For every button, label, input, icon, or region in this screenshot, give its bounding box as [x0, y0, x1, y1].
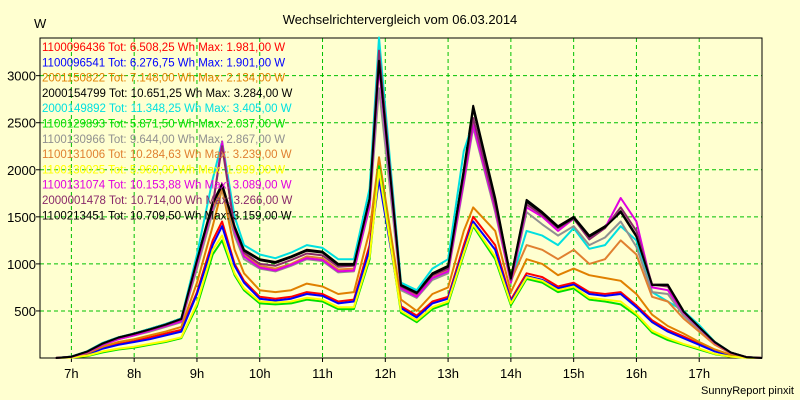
series-line [55, 59, 763, 359]
x-tick-label: 11h [312, 366, 333, 381]
x-tick-label: 10h [249, 366, 271, 381]
legend: 1100096436 Tot: 6.508,25 Wh Max: 1.981,0… [42, 42, 293, 222]
series-line [55, 156, 763, 359]
series-line [55, 168, 763, 359]
x-tick-label: 9h [190, 366, 204, 381]
legend-entry: 2001150822 Tot: 7.148,00 Wh Max: 2.134,0… [42, 73, 285, 85]
y-tick-label: 1500 [7, 210, 36, 225]
legend-entry: 2000149892 Tot: 11.348,25 Wh Max: 3.405,… [42, 103, 292, 115]
legend-entry: 1100129893 Tot: 5.871,50 Wh Max: 2.037,0… [42, 119, 285, 131]
axes: 7h 8h 9h 10h 11h 12h 13h 14h 15h 16h 17h 500 1000 150… [7, 37, 763, 381]
legend-entry: 1100131006 Tot: 10.284,63 Wh Max: 3.239,… [42, 149, 292, 161]
x-tick-label: 7h [64, 366, 78, 381]
plot-border [39, 37, 763, 359]
legend-entry: 1100130025 Tot: 5.960,00 Wh Max: 1.999,0… [42, 164, 285, 176]
legend-entry: 2000001478 Tot: 10.714,00 Wh Max: 3.266,… [42, 195, 293, 207]
series-line [55, 66, 763, 359]
legend-entry: 1100131074 Tot: 10.153,88 Wh Max: 3.089,… [42, 180, 292, 192]
legend-entry: 1100130966 Tot: 9.644,00 Wh Max: 2.867,0… [42, 134, 285, 146]
y-tick-label: 1000 [7, 257, 36, 272]
footer-credit: SunnyReport pinxit [701, 385, 794, 397]
y-tick-label: 2500 [7, 116, 36, 131]
x-tick-label: 14h [500, 366, 522, 381]
y-tick-label: 2000 [7, 163, 36, 178]
legend-entry: 2000154799 Tot: 10.651,25 Wh Max: 3.284,… [42, 88, 293, 100]
x-tick-label: 16h [626, 366, 648, 381]
x-tick-label: 17h [688, 366, 710, 381]
x-tick-label: 15h [563, 366, 585, 381]
y-tick-label: 500 [14, 304, 36, 319]
legend-entry: 1100096436 Tot: 6.508,25 Wh Max: 1.981,0… [42, 42, 285, 54]
legend-entry: 1100213451 Tot: 10.709,50 Wh Max: 3.159,… [42, 210, 292, 222]
x-tick-label: 8h [127, 366, 141, 381]
legend-entry: 1100096541 Tot: 6.276,75 Wh Max: 1.901,0… [42, 57, 285, 69]
y-axis-unit: W [34, 16, 47, 31]
series-lines [55, 36, 763, 359]
x-tick-label: 13h [437, 366, 459, 381]
y-tick-label: 3000 [7, 69, 36, 84]
chart-title: Wechselrichtervergleich vom 06.03.2014 [283, 12, 518, 27]
x-tick-label: 12h [374, 366, 396, 381]
